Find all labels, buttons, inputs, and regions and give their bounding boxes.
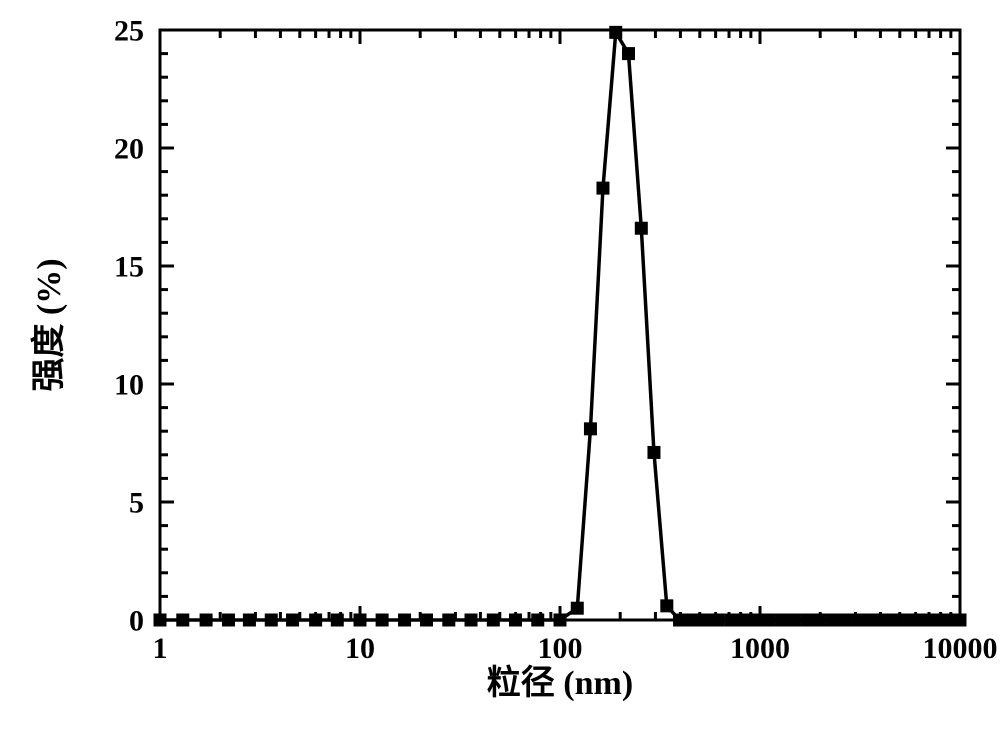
series-marker [532, 614, 544, 626]
x-tick-label: 100 [538, 632, 583, 665]
series-marker [814, 614, 826, 626]
series-marker [487, 614, 499, 626]
series-marker [177, 614, 189, 626]
y-tick-label: 25 [114, 15, 144, 48]
series-marker [635, 222, 647, 234]
series-marker [310, 614, 322, 626]
series-marker [750, 614, 762, 626]
series-marker [420, 614, 432, 626]
series-marker [916, 614, 928, 626]
series-marker [443, 614, 455, 626]
series-marker [788, 614, 800, 626]
series-marker [890, 614, 902, 626]
series-marker [571, 602, 583, 614]
y-tick-label: 15 [114, 251, 144, 284]
series-marker [154, 614, 166, 626]
series-line [160, 32, 960, 620]
x-tick-label: 10 [345, 632, 375, 665]
series-marker [865, 614, 877, 626]
series-marker [584, 423, 596, 435]
series-marker [852, 614, 864, 626]
series-marker [725, 614, 737, 626]
x-tick-label: 1 [153, 632, 168, 665]
series-marker [265, 614, 277, 626]
series-marker [763, 614, 775, 626]
series-marker [674, 614, 686, 626]
series-marker [878, 614, 890, 626]
series-marker [737, 614, 749, 626]
y-tick-label: 20 [114, 133, 144, 166]
series-marker [354, 614, 366, 626]
y-axis-label: 强度 (%) [30, 258, 68, 391]
y-tick-label: 10 [114, 369, 144, 402]
series-marker [712, 614, 724, 626]
y-tick-label: 5 [129, 487, 144, 520]
series-marker [699, 614, 711, 626]
x-tick-label: 1000 [730, 632, 790, 665]
series-marker [243, 614, 255, 626]
y-tick-label: 0 [129, 605, 144, 638]
series-marker [554, 614, 566, 626]
series-marker [222, 614, 234, 626]
series-marker [399, 614, 411, 626]
series-marker [686, 614, 698, 626]
series-marker [929, 614, 941, 626]
series-marker [648, 446, 660, 458]
series-marker [465, 614, 477, 626]
series-marker [776, 614, 788, 626]
series-marker [509, 614, 521, 626]
series-marker [941, 614, 953, 626]
series-marker [827, 614, 839, 626]
series-marker [331, 614, 343, 626]
series-marker [903, 614, 915, 626]
series-marker [801, 614, 813, 626]
series-marker [610, 26, 622, 38]
series-marker [661, 600, 673, 612]
series-marker [954, 614, 966, 626]
series-marker [622, 48, 634, 60]
series-marker [200, 614, 212, 626]
series-marker [376, 614, 388, 626]
particle-size-distribution-chart: 1 10 100 1000 10000 0 5 10 15 20 25 粒径 (nm) 强度 (%… [0, 0, 1000, 734]
series-marker [839, 614, 851, 626]
x-axis-label: 粒径 (nm) [487, 664, 633, 702]
x-tick-label: 10000 [923, 632, 998, 665]
series-marker [597, 182, 609, 194]
series-marker [287, 614, 299, 626]
